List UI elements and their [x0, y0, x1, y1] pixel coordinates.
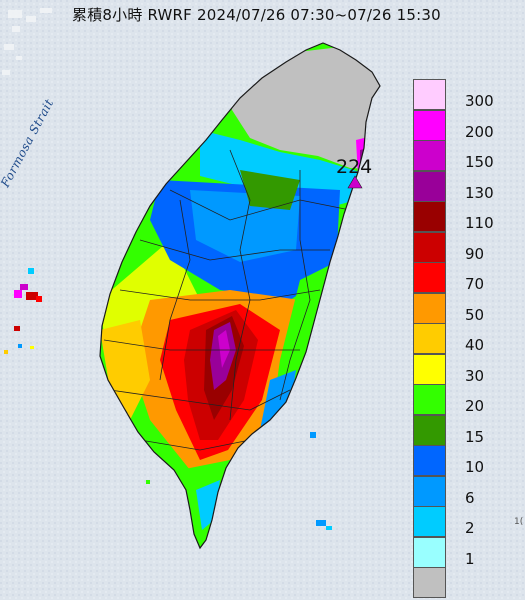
legend-label: 20	[465, 397, 485, 415]
legend-swatch	[413, 170, 446, 202]
legend-row: 30	[413, 353, 517, 385]
max-rainfall-marker	[347, 175, 363, 189]
legend-swatch	[413, 109, 446, 141]
legend-swatch	[413, 506, 446, 537]
legend-row: 10	[413, 445, 517, 476]
legend-label: 40	[465, 336, 485, 354]
legend-swatch	[413, 384, 446, 415]
max-rainfall-value: 224	[336, 156, 373, 178]
legend-label: 1	[465, 549, 475, 568]
legend-label: 150	[465, 153, 494, 171]
legend-row: 110	[413, 201, 517, 232]
legend-row: 1	[413, 536, 517, 568]
legend-swatch	[413, 79, 446, 110]
legend-label: 6	[465, 488, 475, 507]
legend-row: 90	[413, 231, 517, 263]
legend-row: 300	[413, 79, 517, 110]
legend-swatch	[413, 262, 446, 293]
legend-swatch	[413, 323, 446, 354]
legend-label: 50	[465, 305, 485, 324]
legend-label: 2	[465, 519, 475, 537]
legend-label: 15	[465, 427, 485, 446]
legend-swatch	[413, 567, 446, 598]
legend-label: 10	[465, 458, 485, 476]
sea-cloud-speckles	[2, 8, 52, 75]
legend-swatch	[413, 414, 446, 446]
legend-label: 300	[465, 92, 494, 110]
legend-row: 130	[413, 170, 517, 202]
legend-row: 150	[413, 140, 517, 171]
legend-row: 6	[413, 475, 517, 507]
legend-row: 50	[413, 292, 517, 324]
legend-swatch	[413, 475, 446, 507]
legend-row: 15	[413, 414, 517, 446]
legend-swatch	[413, 201, 446, 232]
legend-row: 2	[413, 506, 517, 537]
legend-row	[413, 567, 517, 598]
legend-label: 90	[465, 244, 485, 263]
legend-label: 30	[465, 366, 485, 385]
legend-label: 130	[465, 183, 494, 202]
offshore-echoes	[4, 268, 332, 530]
legend-row: 40	[413, 323, 517, 354]
legend-row: 200	[413, 109, 517, 141]
legend-label: 200	[465, 122, 494, 141]
legend-swatch	[413, 292, 446, 324]
legend-label: 70	[465, 275, 485, 293]
corner-fragment: 1(	[514, 517, 524, 527]
legend-row: 70	[413, 262, 517, 293]
legend-swatch	[413, 445, 446, 476]
legend-swatch	[413, 353, 446, 385]
map-title: 累積8小時 RWRF 2024/07/26 07:30~07/26 15:30	[72, 6, 441, 24]
legend-row: 20	[413, 384, 517, 415]
legend-swatch	[413, 231, 446, 263]
legend-swatch	[413, 140, 446, 171]
legend-swatch	[413, 536, 446, 568]
legend-label: 110	[465, 214, 494, 232]
county-boundaries	[103, 149, 351, 451]
